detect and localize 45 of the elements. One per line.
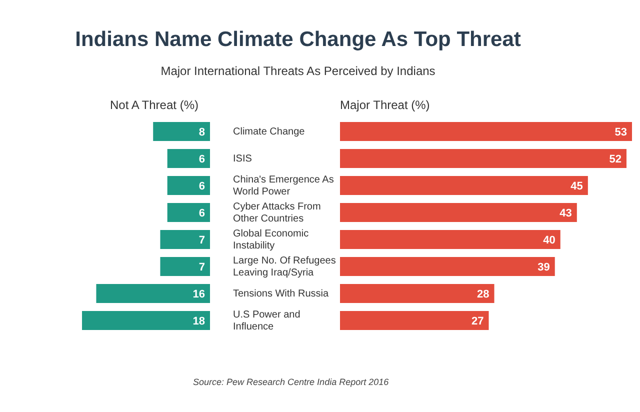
data-label: 7 bbox=[198, 234, 205, 246]
data-label: 45 bbox=[570, 180, 583, 192]
data-label: 7 bbox=[198, 261, 205, 274]
data-label: 53 bbox=[614, 126, 627, 138]
x-axis-title: Not A Threat (%) bbox=[110, 98, 198, 112]
bar bbox=[340, 230, 560, 249]
y-tick-label: U.S Power and Influence bbox=[233, 309, 300, 332]
bar bbox=[160, 257, 210, 276]
bar bbox=[160, 230, 210, 249]
y-tick-label: Large No. Of Refugees Leaving Iraq/Syria bbox=[233, 255, 336, 278]
bar bbox=[340, 176, 588, 195]
y-tick-label: China's Emergence As World Power bbox=[233, 174, 334, 198]
x-axis-title: Major Threat (%) bbox=[340, 98, 430, 112]
data-label: 28 bbox=[477, 288, 490, 300]
y-tick-label: Global Economic Instability bbox=[233, 228, 309, 252]
bar bbox=[340, 311, 489, 330]
data-label: 6 bbox=[198, 207, 205, 220]
y-tick-label: Climate Change bbox=[233, 126, 306, 138]
y-tick-label: Tensions With Russia bbox=[233, 288, 330, 300]
data-label: 39 bbox=[538, 261, 550, 274]
text: Major International Threats As Perceived by Indians bbox=[160, 64, 436, 78]
bar bbox=[340, 257, 555, 276]
data-label: 40 bbox=[543, 234, 556, 246]
data-label: 8 bbox=[198, 126, 205, 138]
data-label: 6 bbox=[198, 153, 205, 166]
bar bbox=[167, 176, 210, 195]
bar bbox=[340, 149, 626, 168]
data-label: 16 bbox=[192, 288, 205, 300]
bar bbox=[340, 203, 577, 222]
y-tick-label: Cyber Attacks From Other Countries bbox=[233, 201, 321, 224]
bar bbox=[153, 122, 210, 141]
bar bbox=[96, 284, 210, 303]
data-label: 52 bbox=[609, 153, 622, 166]
y-tick-label: ISIS bbox=[233, 153, 252, 164]
data-label: 18 bbox=[192, 315, 205, 328]
bar bbox=[82, 311, 210, 330]
data-label: 27 bbox=[472, 315, 484, 328]
source-note: Source: Pew Research Centre India Report 2016 bbox=[193, 377, 389, 387]
text: Indians Name Climate Change As Top Threat bbox=[74, 28, 522, 52]
bar bbox=[167, 203, 210, 222]
bar bbox=[340, 122, 632, 141]
bar bbox=[340, 284, 494, 303]
bar bbox=[167, 149, 210, 168]
data-label: 6 bbox=[198, 180, 205, 192]
data-label: 43 bbox=[560, 207, 572, 220]
